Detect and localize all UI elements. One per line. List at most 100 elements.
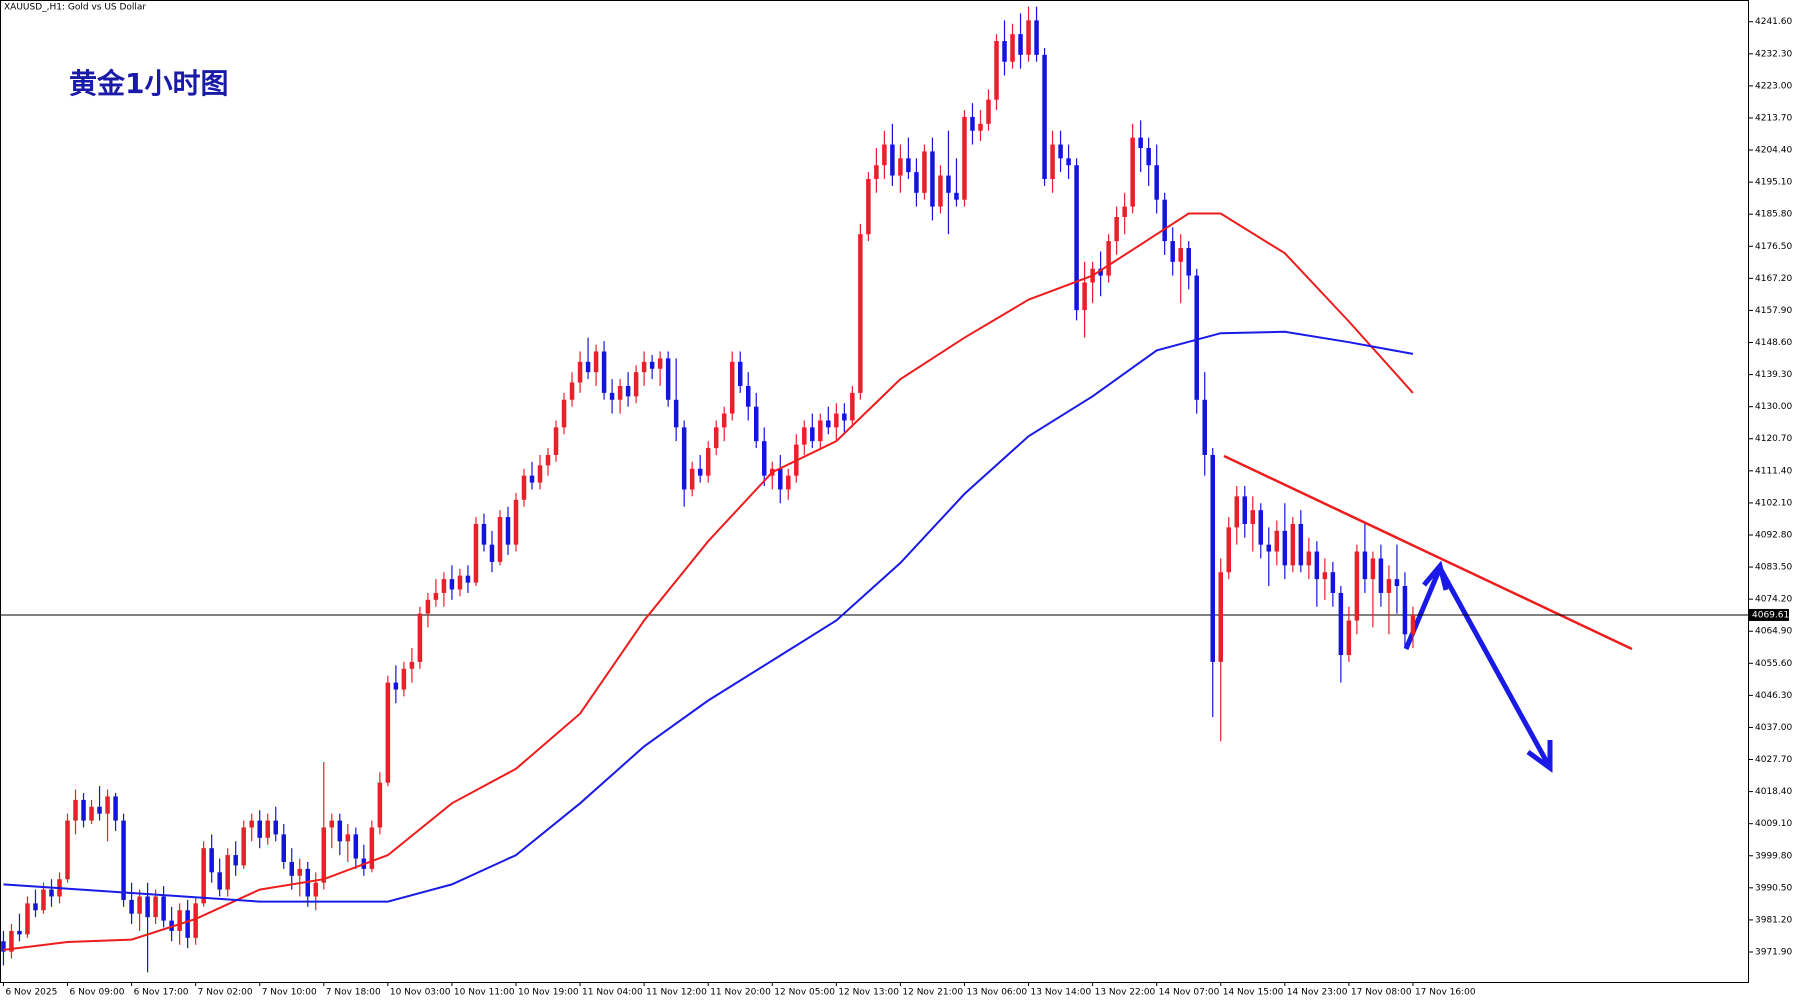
candle-body <box>1098 268 1103 276</box>
candle-body <box>73 799 78 821</box>
arrow-head-up <box>1422 560 1449 591</box>
candle-body <box>970 116 975 131</box>
candle-body <box>1370 558 1376 580</box>
candle-body <box>1346 620 1352 656</box>
price-label: 4069.61 <box>1752 610 1789 620</box>
y-tick-label: 3981.20 <box>1755 915 1792 925</box>
candle-body <box>922 151 927 193</box>
annotation: 黄金1小时图 <box>69 67 228 100</box>
candle-body <box>898 158 903 176</box>
x-tick-label: 10 Nov 19:00 <box>518 988 579 998</box>
candle-body <box>441 579 447 593</box>
candle-body <box>1322 572 1328 580</box>
candle-body <box>321 827 327 883</box>
candle-body <box>1298 523 1304 566</box>
candle-body <box>946 175 951 193</box>
candle-body <box>681 427 687 490</box>
candle-body <box>345 834 351 842</box>
candle-body <box>1314 551 1320 580</box>
candle-body <box>1034 20 1039 55</box>
candle-body <box>97 806 102 814</box>
candle-body <box>465 575 471 583</box>
marks: 4241.60 4232.30 4223.00 4213.70 4204.40 4195.… <box>0 6 1792 998</box>
candle-body <box>185 910 190 938</box>
trend-line <box>1223 454 1633 651</box>
y-tick-label: 4055.60 <box>1755 659 1792 669</box>
candle-body <box>1386 579 1392 593</box>
y-tick-label: 4064.90 <box>1755 627 1792 637</box>
x-tick-label: 17 Nov 16:00 <box>1415 988 1476 998</box>
candle-body <box>641 361 647 373</box>
arrow-head-down <box>1526 740 1553 773</box>
candle-body <box>1050 144 1055 180</box>
candle-body <box>201 848 206 904</box>
candle-body <box>1026 20 1031 55</box>
candle-body <box>233 855 238 866</box>
candle-body <box>778 468 783 490</box>
candle-body <box>409 661 415 669</box>
y-tick-label: 4111.40 <box>1755 466 1792 476</box>
candle-body <box>281 834 286 862</box>
candle-body <box>113 796 118 821</box>
candle-body <box>537 465 543 483</box>
y-tick-label: 4083.50 <box>1755 563 1792 573</box>
candle-body <box>585 361 591 373</box>
candle-body <box>842 413 847 421</box>
candle-body <box>257 820 262 838</box>
moving-average <box>3 212 1414 951</box>
candle-body <box>994 41 999 100</box>
candle-body <box>1002 41 1007 62</box>
x-tick-label: 14 Nov 07:00 <box>1159 988 1220 998</box>
candle-body <box>193 903 198 938</box>
x-tick-label: 13 Nov 14:00 <box>1031 988 1092 998</box>
y-tick-label: 4037.00 <box>1755 723 1792 733</box>
candle-body <box>377 782 383 828</box>
candle-body <box>1162 199 1167 242</box>
candle-body <box>882 144 887 166</box>
y-tick-label: 4167.20 <box>1755 274 1792 284</box>
candle-body <box>1130 137 1135 207</box>
plot-frame <box>0 0 1749 983</box>
candle-body <box>633 372 639 397</box>
candle-body <box>553 427 559 455</box>
y-tick-label: 4102.10 <box>1755 498 1792 508</box>
candle-body <box>1194 275 1199 400</box>
candle-body <box>834 413 839 428</box>
y-tick-label: 4185.80 <box>1755 210 1792 220</box>
x-tick-label: 10 Nov 11:00 <box>454 988 515 998</box>
candle-body <box>930 151 935 207</box>
candle-body <box>457 575 463 590</box>
candle-body <box>265 820 270 838</box>
candle-body <box>729 361 735 414</box>
candle-body <box>673 399 679 428</box>
y-tick-label: 4241.60 <box>1755 17 1792 27</box>
x-tick-label: 13 Nov 22:00 <box>1095 988 1156 998</box>
candle-body <box>986 99 991 124</box>
y-tick-label: 3990.50 <box>1755 883 1792 893</box>
candle-body <box>449 579 455 590</box>
candle-body <box>1 941 6 952</box>
x-tick-label: 13 Nov 06:00 <box>966 988 1027 998</box>
candle-body <box>858 234 863 393</box>
candle-body <box>850 392 855 421</box>
candle-body <box>745 385 751 407</box>
candle-body <box>1258 510 1264 545</box>
candle-body <box>1146 147 1151 166</box>
candle-body <box>417 613 423 662</box>
y-tick-label: 4204.40 <box>1755 146 1792 156</box>
candle-body <box>1082 282 1087 311</box>
candle-body <box>1330 572 1336 593</box>
candle-body <box>425 599 431 614</box>
candle-body <box>489 544 495 562</box>
x-tick-label: 10 Nov 03:00 <box>390 988 451 998</box>
candle-body <box>818 420 823 442</box>
x-tick-label: 6 Nov 2025 <box>5 988 57 998</box>
candle-body <box>17 930 22 935</box>
candle-body <box>41 889 46 911</box>
candle-body <box>962 116 967 200</box>
candle-body <box>1338 592 1344 656</box>
candle-body <box>625 385 631 397</box>
candle-body <box>217 872 222 890</box>
candle-body <box>601 351 607 393</box>
